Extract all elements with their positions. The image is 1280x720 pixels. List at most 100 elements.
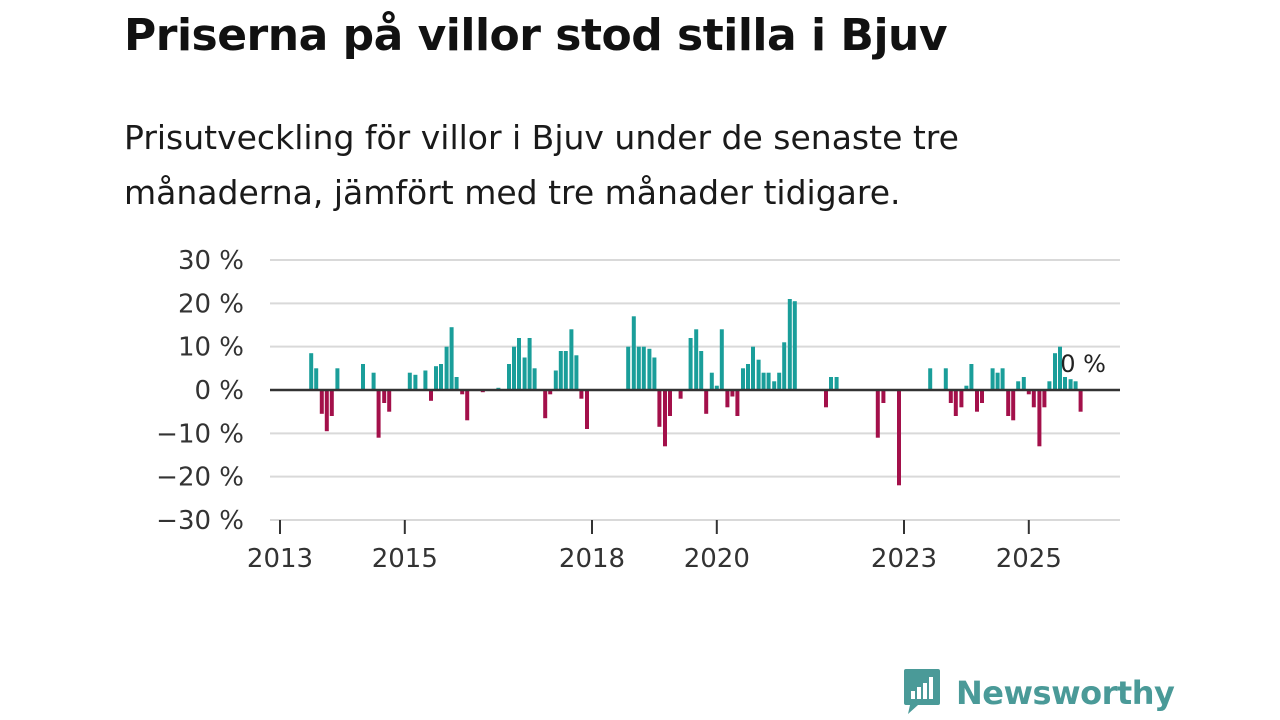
bar xyxy=(1047,381,1052,390)
bar xyxy=(335,368,340,390)
bar xyxy=(507,364,511,390)
bar xyxy=(429,390,433,401)
bar-chart-speech-bubble-icon xyxy=(902,667,942,719)
bar xyxy=(465,390,470,421)
bar xyxy=(548,390,553,395)
bar xyxy=(512,346,516,390)
chart-title: Priserna på villor stod stilla i Bjuv xyxy=(124,10,948,61)
bar xyxy=(569,329,574,390)
bar xyxy=(897,390,901,486)
bar xyxy=(1058,346,1062,390)
bar xyxy=(314,368,319,390)
bar xyxy=(746,364,750,390)
bar xyxy=(1026,390,1031,395)
y-tick-label: −30 % xyxy=(156,506,244,536)
bar xyxy=(641,346,646,390)
bar xyxy=(1021,377,1026,390)
bar xyxy=(1063,377,1067,390)
bar xyxy=(995,372,1000,390)
y-tick-label: 10 % xyxy=(178,333,244,363)
bar xyxy=(730,390,735,397)
bar xyxy=(756,359,761,390)
bar xyxy=(969,364,974,390)
bar xyxy=(652,357,657,390)
bar xyxy=(444,346,449,390)
bar xyxy=(735,390,740,416)
bar xyxy=(777,372,782,390)
bar xyxy=(959,390,964,408)
bar xyxy=(319,390,324,414)
bar xyxy=(875,390,880,438)
bar xyxy=(1068,379,1073,390)
bar xyxy=(532,368,537,390)
bar xyxy=(376,390,381,438)
x-tick-label: 2020 xyxy=(684,544,750,574)
bar xyxy=(1000,368,1005,390)
y-tick-label: −20 % xyxy=(156,463,244,493)
bar xyxy=(719,329,724,390)
bar xyxy=(460,390,465,395)
bar xyxy=(980,390,984,403)
logo-text: Newsworthy xyxy=(956,674,1175,712)
bar xyxy=(407,372,412,390)
bar xyxy=(1053,353,1057,390)
bar xyxy=(626,346,631,390)
bar xyxy=(1031,390,1036,408)
y-tick-label: −10 % xyxy=(156,419,244,449)
bar xyxy=(574,355,579,390)
bar xyxy=(522,357,527,390)
bar xyxy=(449,327,454,390)
labels: 30 % 20 % 10 % 0 % −10 % −20 % −30 %2013 2015 20… xyxy=(156,246,1106,574)
bar xyxy=(371,372,376,390)
bar xyxy=(517,338,521,390)
bar xyxy=(361,364,365,390)
bar xyxy=(943,368,948,390)
bar xyxy=(1078,390,1083,412)
bar xyxy=(579,390,584,399)
bar xyxy=(382,390,387,403)
bar xyxy=(741,368,745,390)
bar xyxy=(657,390,662,427)
bar xyxy=(792,301,797,390)
bar xyxy=(329,390,334,416)
bar xyxy=(948,390,953,403)
bar xyxy=(766,372,771,390)
last-value-label: 0 % xyxy=(1060,350,1106,378)
bar xyxy=(543,390,548,419)
bar xyxy=(725,390,730,408)
bar xyxy=(1073,381,1078,390)
y-tick-label: 30 % xyxy=(178,246,244,276)
bar xyxy=(694,329,699,390)
chart-subtitle: Prisutveckling för villor i Bjuv under d… xyxy=(124,118,959,212)
x-tick-label: 2013 xyxy=(247,544,313,574)
bars xyxy=(309,299,1083,486)
bar xyxy=(439,364,443,390)
x-tick-label: 2015 xyxy=(372,544,438,574)
y-tick-label: 20 % xyxy=(178,289,244,319)
bar xyxy=(709,372,714,390)
bar xyxy=(881,390,886,403)
bar xyxy=(553,370,558,390)
bar xyxy=(787,299,792,390)
x-tick-label: 2025 xyxy=(996,544,1062,574)
bar xyxy=(678,390,683,399)
bar xyxy=(636,346,641,390)
x-tick-label: 2018 xyxy=(559,544,625,574)
newsworthy-logo: Newsworthy xyxy=(902,667,1175,719)
bar xyxy=(663,390,667,447)
bar xyxy=(1011,390,1016,421)
bar xyxy=(1016,381,1021,390)
bar xyxy=(558,351,563,390)
x-tick-label: 2023 xyxy=(871,544,937,574)
bar xyxy=(647,348,652,390)
bar xyxy=(782,342,787,390)
bar xyxy=(761,372,766,390)
bar xyxy=(834,377,839,390)
bar xyxy=(563,351,568,390)
bar xyxy=(413,374,418,390)
bar-chart: 30 % 20 % 10 % 0 % −10 % −20 % −30 %2013 2015 20… xyxy=(156,246,1120,574)
bar xyxy=(387,390,392,412)
bar xyxy=(751,346,755,390)
bar xyxy=(454,377,459,390)
bar xyxy=(434,366,438,390)
